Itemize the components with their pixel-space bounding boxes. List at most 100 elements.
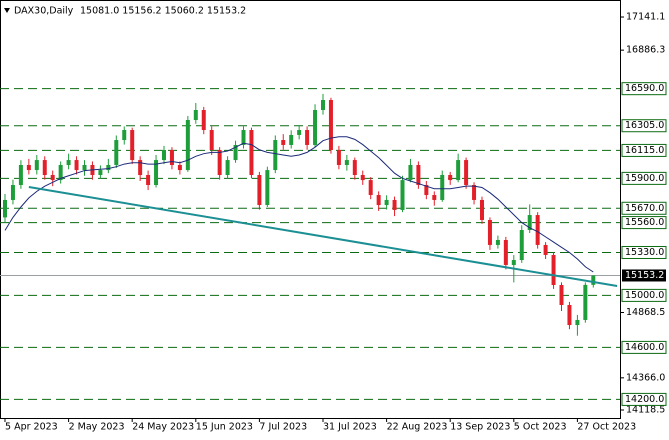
candle-body [336, 150, 341, 165]
candle-body [297, 130, 302, 135]
candle-body [352, 160, 357, 176]
candle-body [591, 275, 596, 285]
candle-body [344, 160, 349, 165]
x-tick-label: 13 Sep 2023 [450, 422, 510, 433]
candle-body [567, 305, 572, 326]
candle-body [273, 140, 278, 171]
candle-body [138, 160, 143, 176]
candle-body [440, 175, 445, 200]
candle-body [511, 260, 516, 265]
level-label-box [621, 216, 667, 230]
x-tick-label: 31 Jul 2023 [323, 422, 377, 433]
candle-body [177, 164, 182, 171]
x-tick-label: 5 Apr 2023 [5, 422, 58, 433]
candle-body [249, 130, 254, 176]
candle-body [559, 284, 564, 306]
candle-body [265, 170, 270, 206]
level-label: 15560.0 [625, 217, 664, 228]
candle-body [3, 199, 7, 218]
candle-body [201, 109, 206, 131]
level-label-box [621, 143, 667, 157]
candle-body [217, 150, 222, 176]
candle-body [456, 160, 461, 181]
candle-body [10, 185, 15, 200]
candle-body [289, 134, 294, 145]
candle-body [225, 160, 230, 176]
level-label: 15000.0 [625, 290, 664, 301]
candle-body [42, 160, 47, 176]
candle-body [392, 199, 397, 210]
candle-body [535, 215, 540, 245]
candle-body [305, 130, 310, 145]
y-tick-label: 17141.1 [626, 12, 665, 23]
ohlc-label: 15081.0 15156.2 15060.2 15153.2 [80, 6, 246, 17]
candle-body [193, 109, 198, 121]
candle-body [360, 175, 365, 181]
candle-body [66, 160, 71, 165]
candle-body [122, 130, 127, 141]
y-tick-label: 14868.5 [626, 307, 665, 318]
candle-body [384, 199, 389, 206]
candle-body [487, 219, 492, 245]
candle-body [162, 150, 166, 161]
candle-body [368, 180, 373, 196]
level-label-box [621, 288, 667, 302]
chart-title: DAX30,Daily [14, 6, 74, 17]
level-label-box [621, 392, 667, 406]
candle-body [26, 164, 31, 171]
candle-body [543, 244, 548, 255]
x-tick-label: 27 Oct 2023 [577, 422, 636, 433]
candle-body [233, 144, 238, 161]
level-label: 15900.0 [625, 173, 664, 184]
candle-body [257, 175, 262, 206]
y-tick-label: 14118.5 [626, 405, 665, 416]
y-tick-label: 14366.0 [626, 372, 665, 383]
candle-body [321, 99, 325, 110]
candle-body [313, 109, 318, 145]
candle-body [58, 164, 63, 181]
y-tick-label: 16886.3 [626, 45, 665, 56]
plot-frame [0, 0, 621, 419]
last-price-label: 15153.2 [625, 270, 664, 281]
x-tick-label: 5 Oct 2023 [514, 422, 567, 433]
candle-body [424, 185, 429, 196]
candle-body [432, 195, 437, 200]
x-tick-label: 15 Jun 2023 [196, 422, 253, 433]
candle-body [551, 254, 556, 285]
candle-body [583, 284, 588, 320]
level-label-box [621, 119, 667, 133]
candle-body [74, 160, 79, 171]
candle-body [480, 199, 484, 220]
level-label: 15670.0 [625, 203, 664, 214]
level-label: 15330.0 [625, 247, 664, 258]
candle-body [575, 319, 580, 326]
level-label: 16590.0 [625, 83, 664, 94]
candle-body [408, 164, 413, 181]
moving-average [4, 136, 594, 273]
candle-body [130, 130, 135, 161]
candle-body [281, 140, 286, 145]
candle-body [169, 150, 174, 165]
candle-body [209, 130, 214, 151]
x-tick-label: 22 Aug 2023 [387, 422, 448, 433]
candle-body [448, 175, 453, 181]
level-label-box [621, 245, 667, 259]
menu-arrow[interactable] [4, 8, 10, 13]
candle-body [328, 99, 333, 151]
candle-body [50, 175, 55, 181]
level-label: 16115.0 [625, 145, 664, 156]
candle-body [106, 164, 111, 171]
x-tick-label: 2 May 2023 [69, 422, 125, 433]
candle-body [464, 160, 469, 186]
candle-body [154, 160, 159, 186]
candle-body [241, 130, 246, 145]
level-label: 16305.0 [625, 120, 664, 131]
candle-body [114, 140, 119, 165]
candle-body [82, 164, 87, 171]
candle-body [503, 240, 508, 265]
level-label: 14200.0 [625, 394, 664, 405]
level-label: 14600.0 [625, 342, 664, 353]
candle-body [98, 170, 103, 176]
x-tick-label: 7 Jul 2023 [259, 422, 307, 433]
